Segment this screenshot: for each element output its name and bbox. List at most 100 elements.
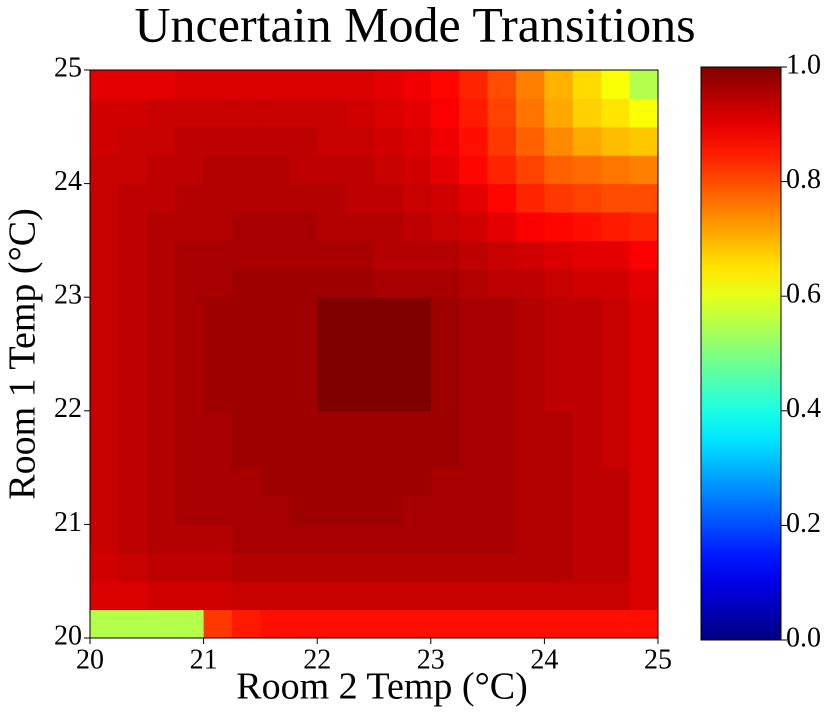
cell [516,354,545,383]
cell [288,496,318,525]
cell [601,325,631,355]
cell [487,240,517,270]
cell [146,240,176,270]
cell [629,382,659,412]
cell [459,354,489,383]
cell [317,581,347,611]
cell [317,98,347,128]
colorbar-tick-label: 0.4 [786,393,821,424]
cell [118,70,148,99]
cell [629,410,659,440]
cell [90,524,119,554]
cell [430,183,460,213]
cell [572,467,602,497]
cell [345,126,375,156]
cell [146,70,176,99]
cell [601,496,631,525]
cell [118,240,148,270]
cell [175,98,205,128]
cell [374,70,403,99]
cell [288,410,318,440]
cell [260,212,290,241]
cell [601,354,631,383]
cell [260,155,290,185]
cell [146,467,176,497]
cell [459,268,489,298]
cell [232,439,261,469]
cell [118,183,148,213]
cell [288,609,318,639]
cell [516,325,545,355]
cell [146,126,176,156]
cell [487,439,517,469]
cell [459,183,489,213]
cell [629,354,659,383]
cell [402,212,432,241]
cell [118,581,148,611]
cell [374,524,403,554]
cell [601,297,631,327]
cell [175,467,205,497]
cell [90,354,119,383]
cell [260,268,290,298]
cell [572,212,602,241]
cell [487,467,517,497]
cell [288,524,318,554]
cell [487,354,517,383]
cell [601,439,631,469]
cell [288,268,318,298]
cell [544,240,574,270]
cell [288,439,318,469]
cell [90,297,119,327]
cell [629,212,659,241]
cell [430,70,460,99]
cell [288,155,318,185]
x-tick-label: 25 [644,644,672,675]
cell [90,382,119,412]
cell [544,581,574,611]
cell [345,240,375,270]
cell [146,155,176,185]
cell [374,439,403,469]
cell [345,70,375,99]
cell [90,609,119,639]
cell [345,524,375,554]
cell [317,382,347,412]
cell [118,268,148,298]
cell [118,552,148,582]
cell [374,410,403,440]
cell [459,212,489,241]
cell [345,354,375,383]
cell [430,524,460,554]
cell [203,70,233,99]
cell [516,467,545,497]
cell [175,524,205,554]
cell [317,212,347,241]
cell [374,467,403,497]
cell [374,240,403,270]
x-tick-label: 23 [417,644,445,675]
cell [232,382,261,412]
cell [430,212,460,241]
cell [516,183,545,213]
cell [345,98,375,128]
cell [629,297,659,327]
cell [203,581,233,611]
cell [374,268,403,298]
cell [487,297,517,327]
cell [516,581,545,611]
cell [260,126,290,156]
chart-title: Uncertain Mode Transitions [134,0,695,52]
cell [544,98,574,128]
cell [118,439,148,469]
cell [572,439,602,469]
cell [544,70,574,99]
cell [288,183,318,213]
cell [260,609,290,639]
cell [459,382,489,412]
cell [232,155,261,185]
cell [629,552,659,582]
cell [317,354,347,383]
cell [146,212,176,241]
cell [317,496,347,525]
